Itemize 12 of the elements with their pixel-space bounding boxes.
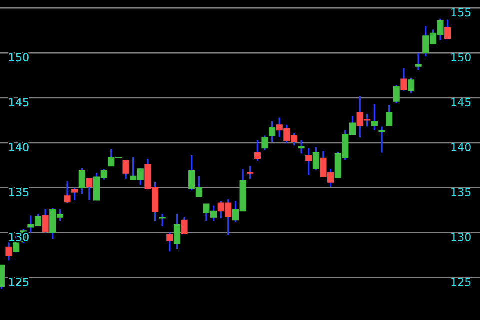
y2-tick-label: 140 — [452, 143, 471, 152]
y2-tick-label: 135 — [452, 188, 471, 196]
y2-tick-label: 130 — [452, 233, 471, 242]
y-tick-label: 125 — [10, 278, 29, 286]
y2-tick-label: 145 — [452, 98, 471, 107]
y2-tick-label: 125 — [452, 278, 471, 286]
y-tick-label: 140 — [10, 143, 29, 152]
y-tick-label: 145 — [10, 98, 29, 107]
y-tick-label: 150 — [10, 53, 29, 62]
y-tick-label: 135 — [10, 188, 29, 196]
y2-tick-label: 155 — [452, 8, 471, 17]
y2-tick-label: 150 — [452, 53, 471, 62]
